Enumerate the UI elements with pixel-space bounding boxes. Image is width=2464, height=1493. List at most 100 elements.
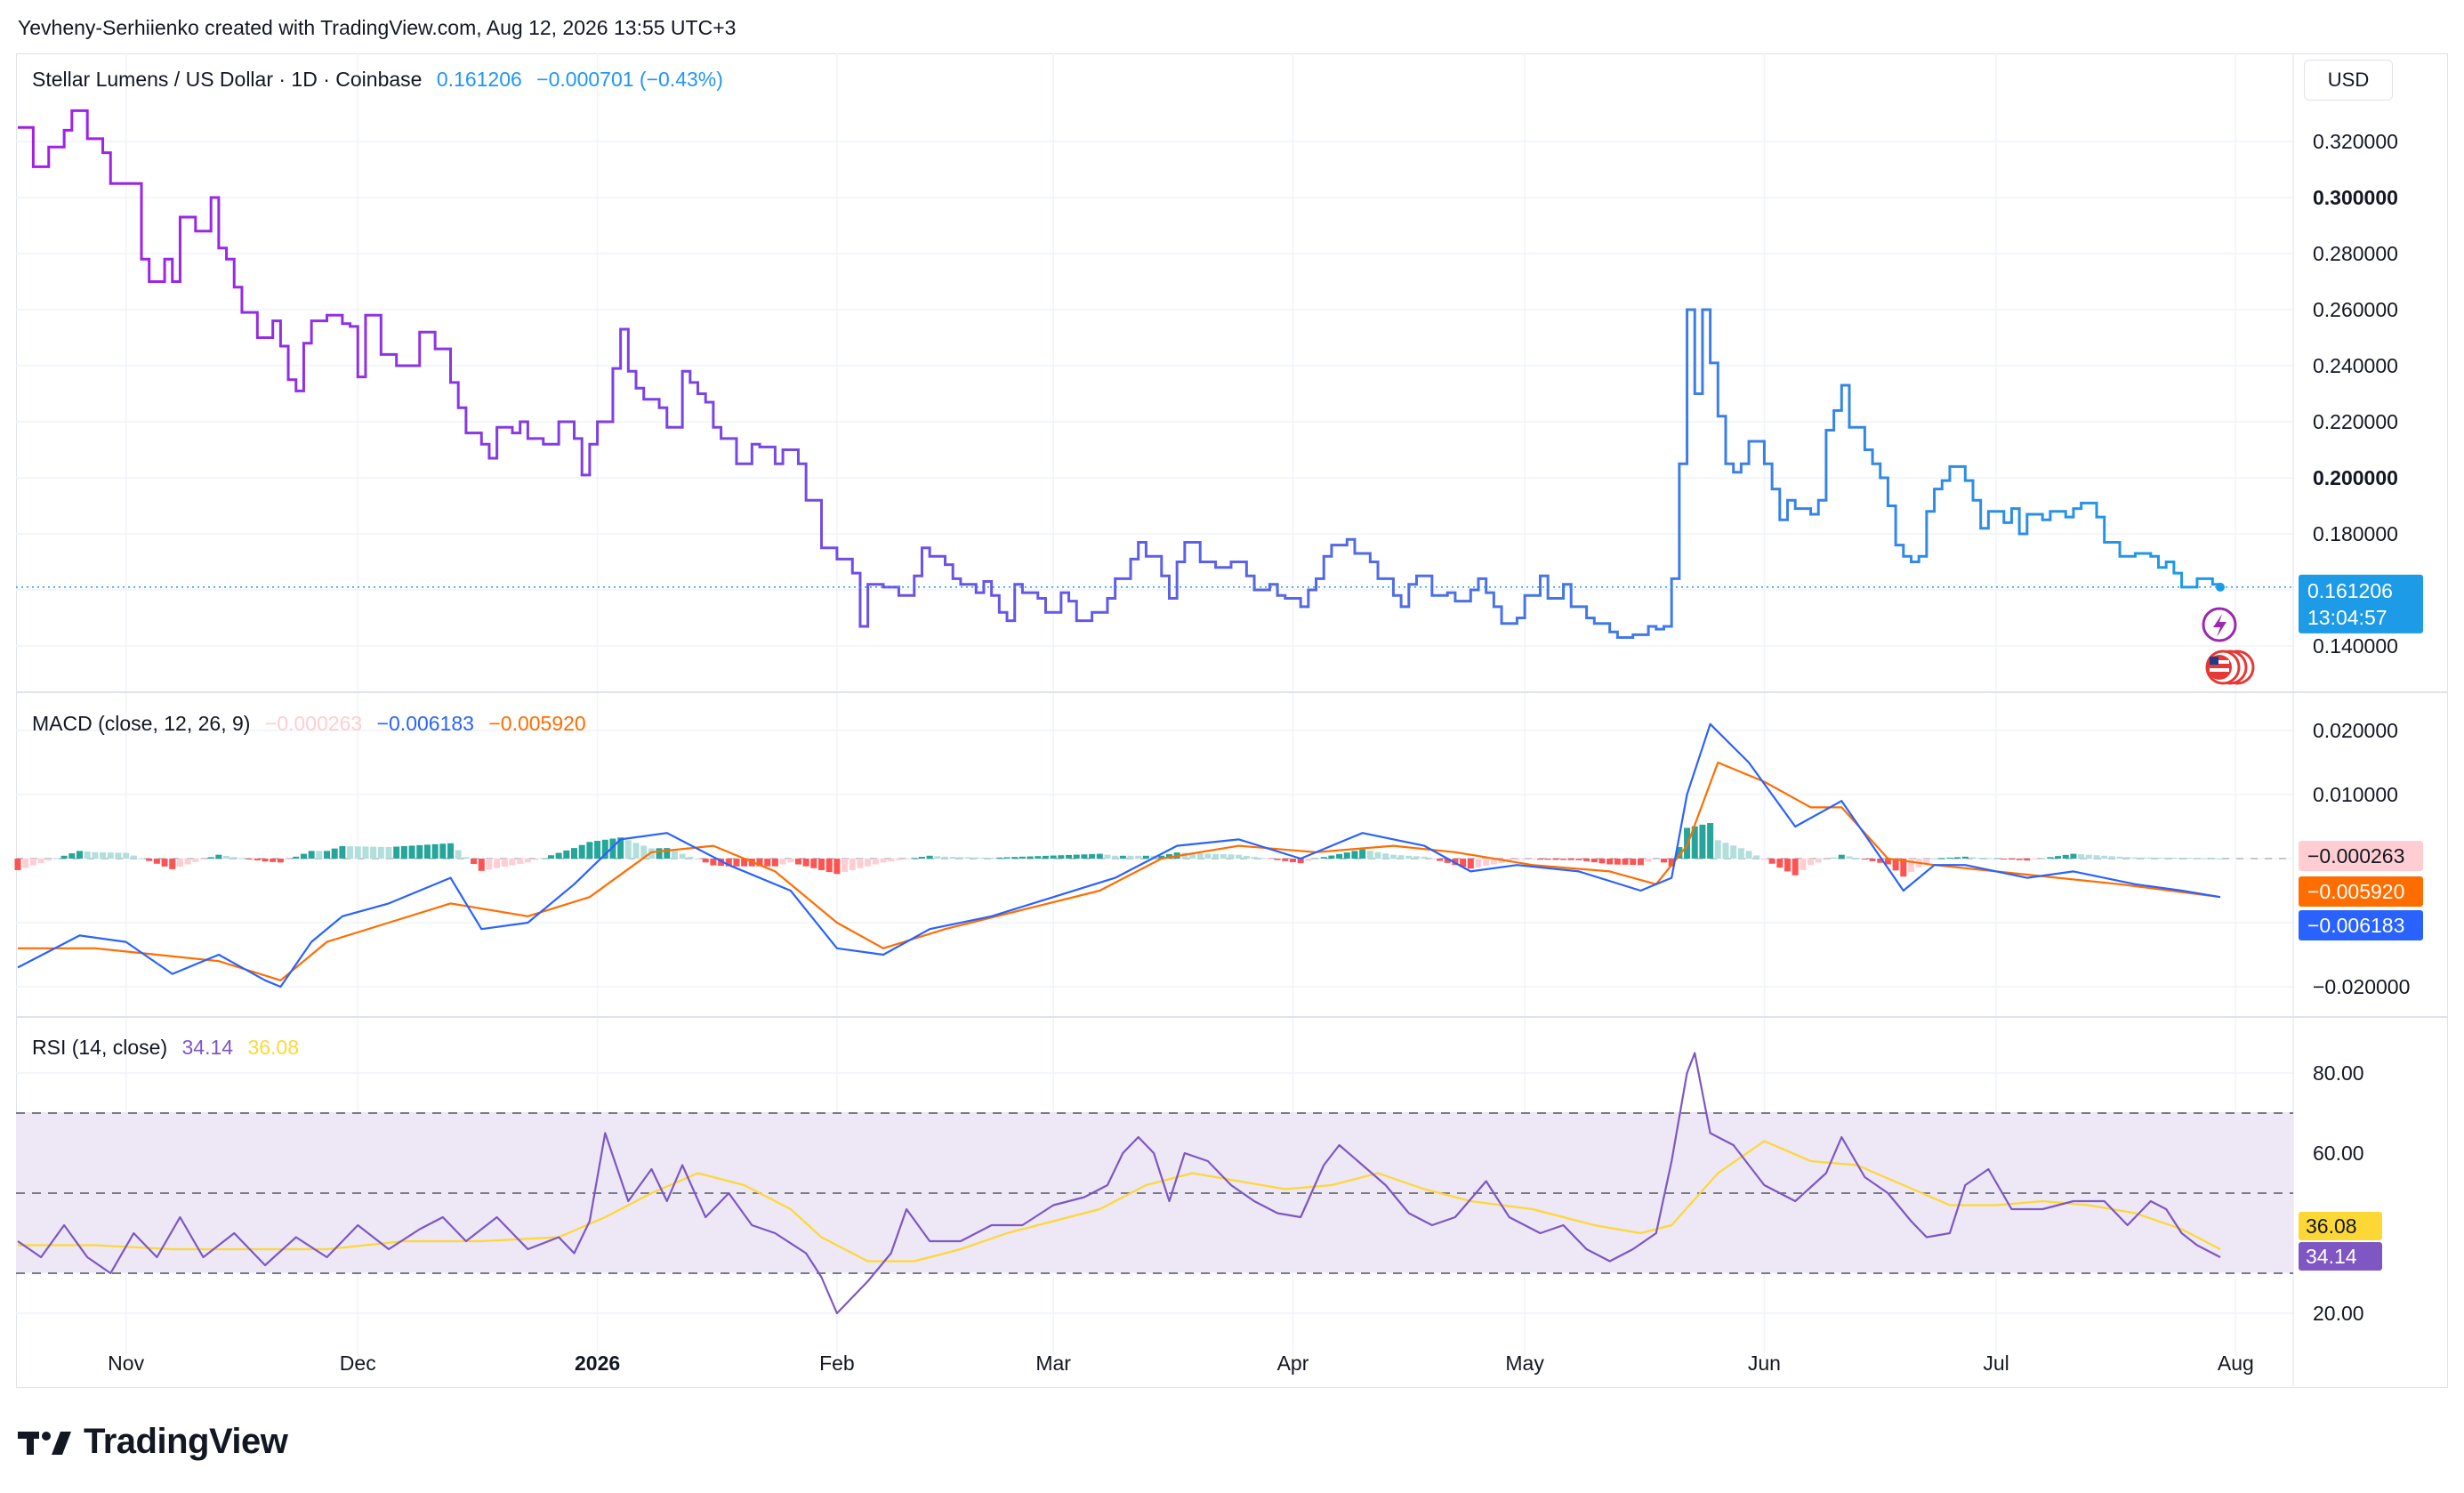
macd-histogram-bar [1637,859,1644,866]
y-tick-label: 80.00 [2313,1061,2364,1085]
macd-histogram-bar [1437,859,1444,861]
x-tick-label: Jun [1748,1352,1781,1375]
macd-histogram-bar [354,846,361,859]
rsi-ma-value: 36.08 [247,1036,300,1059]
macd-histogram-bar [794,859,801,865]
macd-histogram-bar [509,859,516,866]
macd-histogram-bar [980,857,987,859]
macd-histogram-bar [60,855,68,859]
rsi-ma-line [18,1140,2221,1263]
macd-histogram-bar [532,859,539,860]
last-price: 0.161206 [436,68,522,91]
macd-histogram-bar [316,851,323,859]
macd-histogram-bar [1104,854,1111,859]
macd-histogram-bar [2101,855,2108,859]
macd-histogram-bar [1305,859,1312,861]
macd-histogram-bar [2147,857,2154,859]
macd-histogram-bar [1336,853,1343,859]
macd-histogram-bar [230,857,238,859]
rsi-line [17,1052,2221,1315]
signal-value: −0.005920 [488,712,586,735]
macd-histogram-bar [1560,859,1567,860]
rsi-ma-tag-bg [2299,1212,2382,1240]
macd-histogram-bar [578,844,585,859]
macd-histogram-bar [84,851,91,859]
macd-histogram-bar [115,852,122,859]
currency-button[interactable]: USD [2304,60,2393,101]
macd-histogram-bar [14,859,21,870]
macd-histogram-bar [270,859,277,862]
last-price-dot [2216,582,2225,592]
macd-histogram-bar [1320,857,1327,859]
macd-histogram-bar [1421,856,1428,859]
macd-histogram-bar [1328,855,1335,859]
brand-name: TradingView [84,1422,288,1461]
macd-histogram-bar [1977,857,1985,859]
flag-canton [2210,657,2218,665]
macd-histogram-bar [308,851,315,859]
macd-histogram-bar [718,859,725,867]
rsi-label[interactable]: RSI (14, close) [32,1036,168,1059]
macd-histogram-bar [1800,859,1807,870]
macd-histogram-bar [1042,855,1049,859]
macd-histogram-bar [988,858,995,859]
macd-histogram-bar [1722,843,1729,859]
macd-histogram-bar [1884,859,1891,865]
x-tick-label: Feb [819,1352,855,1375]
macd-line [17,722,2221,989]
x-tick-label: Aug [2218,1352,2254,1375]
rsi-value: 34.14 [181,1036,234,1059]
macd-label[interactable]: MACD (close, 12, 26, 9) [32,712,251,735]
macd-hist-tag-bg [2299,841,2423,871]
macd-histogram-bar [2093,855,2100,859]
macd-histogram-bar [2154,857,2162,859]
macd-histogram-bar [687,856,694,859]
y-tick-label: 0.300000 [2313,186,2398,209]
macd-histogram-bar [184,859,191,865]
macd-histogram-bar [293,856,300,859]
macd-histogram-bar [2170,857,2178,859]
macd-histogram-bar [1737,848,1744,859]
macd-histogram-bar [632,843,640,859]
x-tick-label: 2026 [575,1352,620,1375]
macd-histogram-bar [2194,858,2201,859]
macd-histogram-bar [926,855,933,859]
macd-histogram-bar [1869,859,1876,861]
rsi-tag: 34.14 [2306,1245,2357,1268]
x-tick-label: Apr [1277,1352,1309,1375]
macd-histogram-bar [771,859,778,867]
rsi-tag-bg [2299,1242,2382,1271]
macd-histogram-bar [478,859,485,871]
macd-histogram-bar [1089,853,1096,859]
y-tick-label: 0.220000 [2313,410,2398,433]
macd-histogram-bar [586,842,593,859]
macd-histogram-bar [2186,858,2193,859]
macd-histogram-bar [934,856,941,859]
macd-histogram-bar [2131,857,2138,859]
macd-histogram-bar [911,858,918,859]
macd-histogram-bar [29,859,36,866]
macd-histogram-bar [965,857,972,859]
macd-histogram-bar [1668,859,1675,867]
macd-histogram-bar [702,859,709,863]
macd-histogram-bar [215,854,222,859]
macd-histogram-bar [1189,852,1196,859]
macd-value: −0.006183 [376,712,474,735]
symbol-title[interactable]: Stellar Lumens / US Dollar · 1D · Coinba… [32,68,423,91]
macd-histogram-bar [431,843,439,859]
macd-histogram-bar [1969,857,1977,859]
macd-histogram-bar [1900,859,1907,877]
macd-histogram-bar [277,859,284,863]
macd-histogram-bar [52,858,60,859]
macd-histogram-bar [2078,854,2085,859]
macd-histogram-bar [1506,859,1513,862]
x-tick-label: May [1505,1352,1544,1375]
macd-histogram-bar [1946,857,1953,859]
macd-legend: MACD (close, 12, 26, 9) −0.000263 −0.006… [32,712,595,736]
macd-histogram-bar [995,857,1003,859]
tradingview-logo[interactable]: TradingView [18,1422,288,1462]
macd-histogram-bar [1630,859,1637,866]
macd-histogram-bar [400,845,407,859]
macd-histogram-bar [501,859,508,868]
